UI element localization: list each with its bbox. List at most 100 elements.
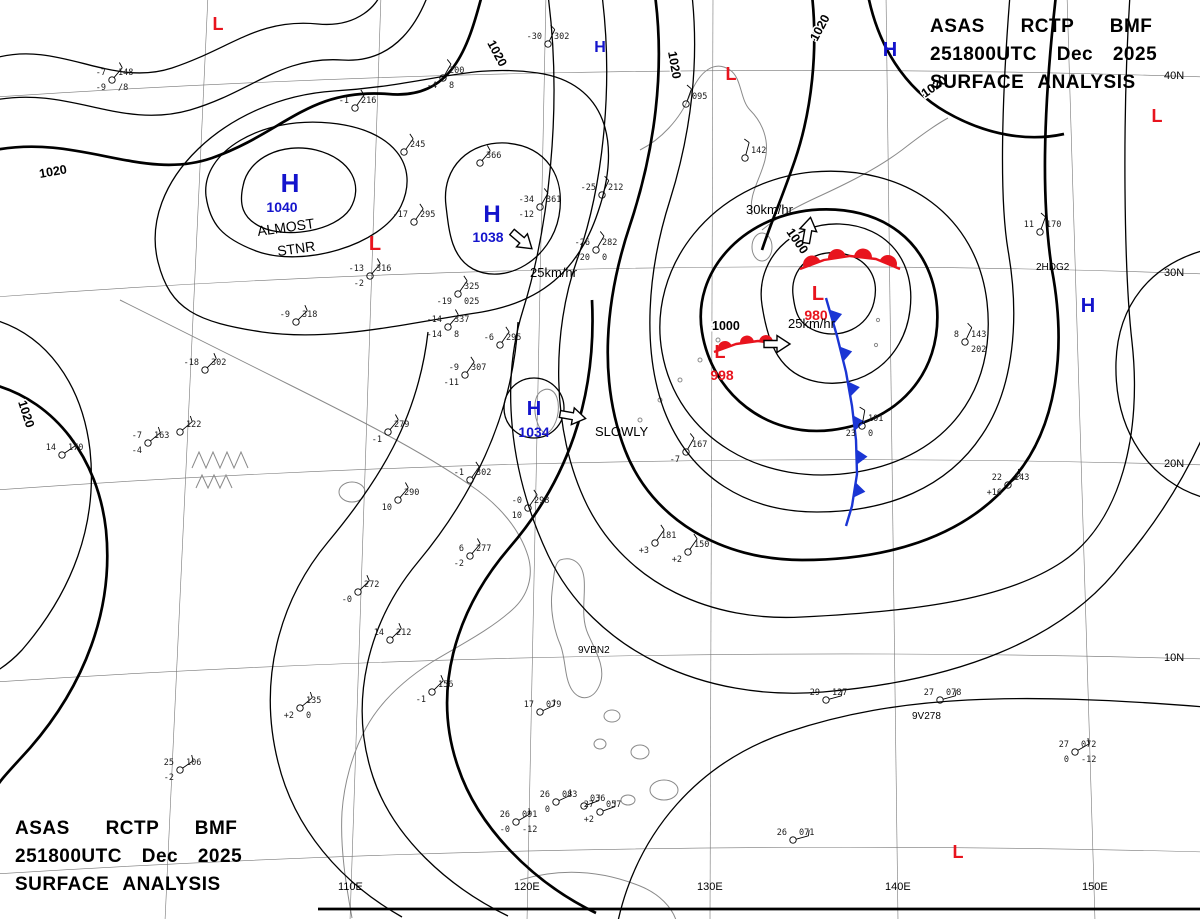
- station-plot: -7 163 -4: [132, 426, 169, 456]
- wind-barb-tick-icon: [470, 356, 475, 363]
- wind-barb-icon: [356, 94, 365, 106]
- movement-arrow-icon: [798, 216, 818, 245]
- wind-barb-tick-icon: [604, 175, 610, 181]
- station-value: -0: [500, 825, 510, 835]
- station-value: 072: [1081, 740, 1096, 750]
- cold-front-triangle-icon: [847, 381, 860, 397]
- station-value: 079: [546, 700, 561, 710]
- station-value: -2: [164, 773, 174, 783]
- station-value: -25: [581, 183, 596, 193]
- station-circle-icon: [651, 539, 659, 547]
- title-line-2: 251800UTC Dec 2025: [930, 44, 1157, 65]
- wind-barb-icon: [389, 419, 399, 430]
- coastline-ryukyu-island: [715, 337, 721, 343]
- station-value: -9: [96, 83, 106, 93]
- isobar-1020: [0, 0, 483, 167]
- station-value: 14: [46, 443, 56, 453]
- isobar-1020: [867, 0, 1065, 139]
- station-plot: 181 +3: [639, 524, 676, 556]
- station-value: -14: [427, 315, 442, 325]
- wind-barb-icon: [529, 494, 538, 506]
- station-value: -2: [454, 559, 464, 569]
- isobar: [510, 0, 1200, 694]
- wind-barb-icon: [686, 88, 692, 102]
- wind-barb-icon: [459, 280, 468, 292]
- cold-front-triangle-icon: [829, 309, 843, 325]
- wind-barb-icon: [113, 67, 123, 78]
- title-line-1: ASAS RCTP BMF: [930, 16, 1152, 37]
- station-plot: 29 127: [810, 688, 847, 704]
- cold-front-line: [824, 297, 859, 527]
- station-circle-icon: [176, 428, 184, 436]
- station-plot: -30 302: [527, 24, 569, 48]
- wind-barb-icon: [297, 310, 308, 321]
- station-value: -12: [1081, 755, 1096, 765]
- annotation-text: 30km/hr: [746, 202, 794, 217]
- isobar: [558, 0, 1136, 619]
- station-circle-icon: [144, 439, 152, 447]
- station-value: +3: [639, 546, 649, 556]
- wind-barb-icon: [444, 63, 452, 76]
- wind-barb-icon: [182, 760, 194, 769]
- coastline-korea: [639, 65, 767, 216]
- station-value: 27: [584, 800, 594, 810]
- coastline-island: [593, 738, 607, 750]
- wind-barb-icon: [371, 263, 381, 274]
- coastline-island: [620, 794, 636, 806]
- title-line-3: SURFACE ANALYSIS: [15, 874, 221, 895]
- station-value: 156: [438, 680, 453, 690]
- station-plot: 27 072 0 -12: [1059, 738, 1096, 765]
- cold-front: [824, 297, 868, 527]
- wind-barb-tick-icon: [304, 305, 308, 311]
- movement-arrow-icon: [763, 334, 792, 354]
- wind-barb-icon: [399, 487, 409, 498]
- isobar-1020: [760, 0, 816, 251]
- longitude-label: 150E: [1082, 881, 1108, 893]
- station-value: -1: [339, 96, 349, 106]
- fronts-layer: [713, 248, 901, 527]
- station-circle-icon: [410, 218, 418, 226]
- meridian-150e: [1066, 0, 1096, 919]
- wind-barb-icon: [548, 29, 556, 42]
- title-line-1: ASAS RCTP BMF: [15, 818, 237, 839]
- cold-front-triangle-icon: [853, 415, 865, 431]
- station-circle-icon: [1004, 481, 1012, 489]
- wind-barb-icon: [206, 358, 217, 369]
- wind-barb-tick-icon: [395, 414, 399, 420]
- station-plot: 200 -4 8: [427, 59, 464, 91]
- wind-barb-tick-icon: [550, 24, 556, 30]
- coastline-ryukyu-island: [637, 417, 643, 423]
- station-circle-icon: [1071, 748, 1079, 756]
- wind-barb-icon: [182, 421, 193, 431]
- wind-barb-icon: [1040, 216, 1046, 230]
- wind-barb-icon: [471, 466, 480, 478]
- wind-barb-tick-icon: [528, 808, 531, 815]
- station-plot: 22 143 +16: [987, 468, 1029, 498]
- low-center-symbol: L: [213, 14, 224, 34]
- isobar-value-label: 1020: [807, 12, 832, 43]
- station-circle-icon: [394, 496, 402, 504]
- wind-barb-icon: [1077, 743, 1090, 751]
- wind-barb-icon: [150, 432, 161, 442]
- wind-barb-tick-icon: [309, 691, 313, 698]
- station-plot: 101 23 0: [846, 406, 883, 439]
- station-circle-icon: [961, 338, 969, 346]
- warm-front-semicircle-icon: [718, 341, 732, 351]
- station-value: 10: [512, 511, 522, 521]
- wind-barb-tick-icon: [360, 89, 365, 96]
- title-line-2: 251800UTC Dec 2025: [15, 846, 242, 867]
- station-value: 29: [810, 688, 820, 698]
- station-value: -11: [444, 378, 459, 388]
- warm-front: [799, 248, 901, 271]
- isobar-value-label: 1020: [38, 162, 68, 181]
- station-value: 361: [546, 195, 561, 205]
- station-value: 135: [306, 696, 321, 706]
- movement-arrow-icon: [558, 406, 587, 426]
- station-value: 127: [832, 688, 847, 698]
- annotation-text: 25km/hr: [788, 316, 836, 331]
- parallel-30n: [0, 266, 1200, 297]
- station-circle-icon: [512, 818, 520, 826]
- wind-barb-icon: [602, 806, 616, 812]
- station-plot: -1 302: [454, 461, 491, 484]
- station-circle-icon: [386, 636, 394, 644]
